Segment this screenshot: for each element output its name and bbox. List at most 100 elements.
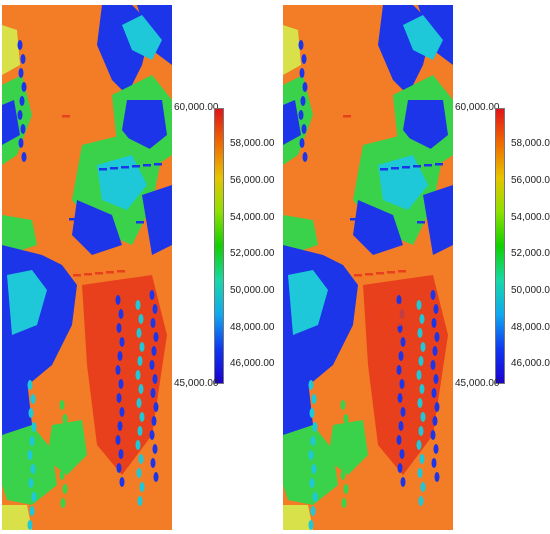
contour-region — [82, 275, 167, 475]
anomaly-spot — [62, 414, 68, 424]
anomaly-spot — [433, 304, 439, 314]
anomaly-spot — [417, 328, 423, 338]
anomaly-spot — [31, 492, 37, 502]
anomaly-spot — [400, 407, 406, 417]
anomaly-spot — [60, 498, 66, 508]
anomaly-spot — [59, 470, 65, 480]
anomaly-spot — [430, 360, 436, 370]
anomaly-streak — [398, 270, 406, 273]
anomaly-spot — [119, 407, 125, 417]
scale-min-label: 45,000.00 — [174, 378, 219, 389]
scale-max-label: 60,000.00 — [455, 102, 500, 113]
anomaly-spot — [118, 379, 124, 389]
anomaly-spot — [30, 394, 36, 404]
anomaly-spot — [416, 440, 422, 450]
scale-tick-label: 54,000.00 — [230, 212, 275, 223]
anomaly-spot — [342, 456, 348, 466]
anomaly-streak — [439, 219, 447, 222]
anomaly-spot — [149, 290, 155, 300]
anomaly-spot — [434, 402, 440, 412]
color-scale-right: 60,000.00 58,000.00 56,000.00 54,000.00 … — [455, 100, 550, 395]
anomaly-spot — [417, 398, 423, 408]
anomaly-spot — [119, 337, 125, 347]
anomaly-streak — [132, 165, 140, 168]
anomaly-spot — [301, 54, 307, 64]
anomaly-streak — [387, 271, 395, 274]
anomaly-spot — [302, 82, 308, 92]
anomaly-streak — [117, 270, 125, 273]
anomaly-spot — [308, 380, 314, 390]
anomaly-spot — [149, 430, 155, 440]
anomaly-spot — [116, 393, 122, 403]
anomaly-spot — [431, 458, 437, 468]
anomaly-streak — [350, 218, 358, 221]
contour-region — [353, 200, 403, 255]
anomaly-streak — [106, 271, 114, 274]
scale-tick-label: 52,000.00 — [511, 248, 550, 259]
scale-tick-label: 52,000.00 — [230, 248, 275, 259]
anomaly-spot — [396, 435, 402, 445]
anomaly-streak — [376, 272, 384, 275]
anomaly-spot — [400, 477, 406, 487]
anomaly-spot — [419, 314, 425, 324]
anomaly-spot — [416, 300, 422, 310]
anomaly-spot — [431, 318, 437, 328]
scale-tick-label: 54,000.00 — [511, 212, 550, 223]
scale-tick-label: 50,000.00 — [511, 285, 550, 296]
anomaly-spot — [396, 365, 402, 375]
anomaly-spot — [27, 380, 33, 390]
anomaly-spot — [432, 346, 438, 356]
anomaly-streak — [424, 164, 432, 167]
contour-map-right — [283, 5, 453, 530]
anomaly-spot — [311, 464, 317, 474]
anomaly-spot — [153, 402, 159, 412]
contour-region — [283, 215, 318, 255]
anomaly-spot — [153, 472, 159, 482]
anomaly-spot — [430, 290, 436, 300]
anomaly-spot — [432, 416, 438, 426]
anomaly-streak — [435, 163, 443, 166]
anomaly-streak — [136, 221, 144, 224]
anomaly-spot — [416, 370, 422, 380]
contour-region — [288, 270, 328, 335]
anomaly-spot — [18, 68, 24, 78]
anomaly-spot — [399, 449, 405, 459]
anomaly-spot — [29, 506, 35, 516]
anomaly-spot — [309, 408, 315, 418]
contour-region — [375, 303, 411, 327]
anomaly-spot — [302, 152, 308, 162]
anomaly-streak — [73, 274, 81, 277]
anomaly-spot — [136, 398, 142, 408]
scale-tick-label: 46,000.00 — [511, 358, 550, 369]
anomaly-spot — [312, 492, 318, 502]
anomaly-spot — [300, 96, 306, 106]
anomaly-spot — [136, 468, 142, 478]
scale-tick-label: 56,000.00 — [511, 175, 550, 186]
contour-region — [122, 15, 162, 60]
contour-region — [2, 100, 20, 145]
contour-region — [97, 155, 147, 210]
anomaly-spot — [308, 520, 314, 530]
anomaly-spot — [340, 400, 346, 410]
anomaly-streak — [365, 273, 373, 276]
anomaly-spot — [115, 435, 121, 445]
anomaly-streak — [143, 164, 151, 167]
anomaly-spot — [150, 318, 156, 328]
contour-region — [283, 505, 313, 530]
scale-tick-label: 56,000.00 — [230, 175, 275, 186]
anomaly-spot — [149, 360, 155, 370]
anomaly-spot — [341, 428, 347, 438]
anomaly-spot — [418, 426, 424, 436]
anomaly-spot — [397, 393, 403, 403]
anomaly-spot — [299, 138, 305, 148]
anomaly-spot — [138, 314, 144, 324]
anomaly-spot — [434, 332, 440, 342]
anomaly-streak — [99, 168, 107, 171]
contour-region — [2, 215, 37, 255]
anomaly-spot — [62, 484, 68, 494]
anomaly-spot — [119, 477, 125, 487]
contour-region — [7, 270, 47, 335]
anomaly-spot — [20, 54, 26, 64]
anomaly-spot — [431, 388, 437, 398]
anomaly-streak — [391, 167, 399, 170]
